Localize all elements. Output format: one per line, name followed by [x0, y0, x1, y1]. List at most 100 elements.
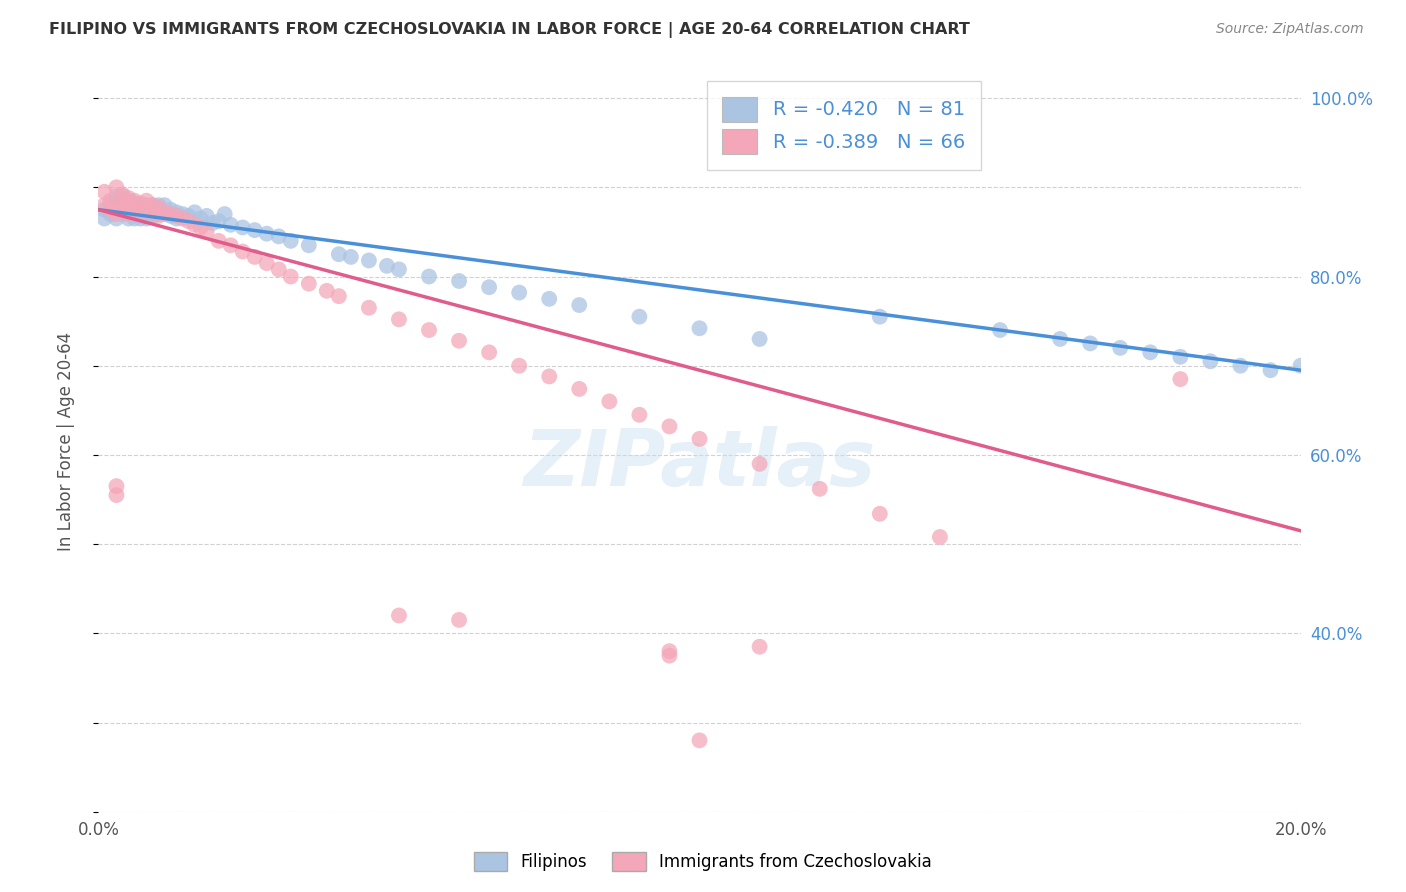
Point	[166, 211, 188, 226]
Point	[117, 191, 139, 205]
Point	[232, 244, 254, 259]
Point	[568, 298, 591, 312]
Point	[1139, 345, 1161, 359]
Point	[340, 250, 363, 264]
Point	[153, 207, 176, 221]
Point	[105, 194, 128, 208]
Point	[100, 207, 122, 221]
Point	[388, 262, 411, 277]
Point	[628, 310, 651, 324]
Text: ZIPatlas: ZIPatlas	[523, 425, 876, 502]
Point	[153, 205, 176, 219]
Point	[208, 234, 231, 248]
Point	[628, 408, 651, 422]
Point	[1289, 359, 1312, 373]
Point	[478, 280, 501, 294]
Point	[869, 310, 891, 324]
Point	[117, 200, 139, 214]
Point	[195, 225, 218, 239]
Point	[124, 207, 146, 221]
Point	[105, 180, 128, 194]
Point	[93, 198, 115, 212]
Point	[267, 262, 290, 277]
Point	[129, 200, 152, 214]
Point	[93, 211, 115, 226]
Point	[124, 196, 146, 211]
Point	[117, 202, 139, 217]
Point	[1199, 354, 1222, 368]
Point	[129, 198, 152, 212]
Point	[117, 207, 139, 221]
Point	[219, 238, 242, 252]
Point	[328, 289, 350, 303]
Point	[388, 608, 411, 623]
Point	[748, 457, 770, 471]
Point	[658, 419, 681, 434]
Point	[748, 332, 770, 346]
Point	[689, 733, 711, 747]
Point	[418, 269, 440, 284]
Point	[129, 211, 152, 226]
Point	[124, 200, 146, 214]
Point	[357, 253, 380, 268]
Point	[1260, 363, 1282, 377]
Point	[111, 198, 134, 212]
Point	[375, 259, 398, 273]
Point	[100, 194, 122, 208]
Y-axis label: In Labor Force | Age 20-64: In Labor Force | Age 20-64	[56, 332, 75, 551]
Point	[328, 247, 350, 261]
Point	[256, 227, 278, 241]
Point	[988, 323, 1011, 337]
Point	[100, 198, 122, 212]
Point	[117, 211, 139, 226]
Point	[159, 207, 181, 221]
Point	[808, 482, 831, 496]
Point	[267, 229, 290, 244]
Point	[111, 202, 134, 217]
Point	[298, 238, 321, 252]
Point	[280, 269, 302, 284]
Point	[135, 194, 157, 208]
Point	[172, 207, 194, 221]
Point	[117, 207, 139, 221]
Point	[124, 211, 146, 226]
Point	[256, 256, 278, 270]
Point	[111, 207, 134, 221]
Point	[447, 334, 470, 348]
Point	[508, 359, 530, 373]
Point	[195, 209, 218, 223]
Point	[1109, 341, 1132, 355]
Point	[869, 507, 891, 521]
Point	[183, 218, 205, 232]
Point	[117, 198, 139, 212]
Point	[135, 202, 157, 217]
Point	[166, 209, 188, 223]
Point	[183, 205, 205, 219]
Point	[166, 205, 188, 219]
Point	[105, 211, 128, 226]
Point	[148, 198, 170, 212]
Point	[100, 202, 122, 217]
Point	[148, 200, 170, 214]
Point	[129, 196, 152, 211]
Point	[105, 207, 128, 221]
Point	[1078, 336, 1101, 351]
Point	[93, 185, 115, 199]
Point	[447, 274, 470, 288]
Point	[111, 189, 134, 203]
Point	[388, 312, 411, 326]
Point	[658, 648, 681, 663]
Point	[1049, 332, 1071, 346]
Legend: Filipinos, Immigrants from Czechoslovakia: Filipinos, Immigrants from Czechoslovaki…	[465, 843, 941, 880]
Point	[538, 292, 561, 306]
Point	[148, 209, 170, 223]
Point	[124, 194, 146, 208]
Point	[418, 323, 440, 337]
Point	[190, 211, 212, 226]
Point	[190, 220, 212, 235]
Point	[135, 211, 157, 226]
Point	[141, 198, 163, 212]
Point	[658, 644, 681, 658]
Point	[129, 207, 152, 221]
Point	[208, 214, 231, 228]
